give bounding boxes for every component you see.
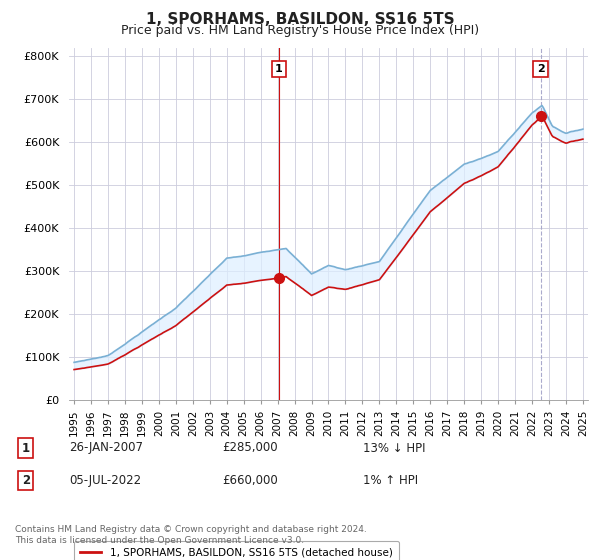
Text: 1, SPORHAMS, BASILDON, SS16 5TS: 1, SPORHAMS, BASILDON, SS16 5TS xyxy=(146,12,454,27)
Legend: 1, SPORHAMS, BASILDON, SS16 5TS (detached house), HPI: Average price, detached h: 1, SPORHAMS, BASILDON, SS16 5TS (detache… xyxy=(74,541,399,560)
Text: 2: 2 xyxy=(537,64,545,74)
Text: 26-JAN-2007: 26-JAN-2007 xyxy=(69,441,143,455)
Text: 1: 1 xyxy=(275,64,283,74)
Text: 13% ↓ HPI: 13% ↓ HPI xyxy=(363,441,425,455)
Text: 05-JUL-2022: 05-JUL-2022 xyxy=(69,474,141,487)
Text: 1% ↑ HPI: 1% ↑ HPI xyxy=(363,474,418,487)
Text: £660,000: £660,000 xyxy=(222,474,278,487)
Text: £285,000: £285,000 xyxy=(222,441,278,455)
Text: Contains HM Land Registry data © Crown copyright and database right 2024.
This d: Contains HM Land Registry data © Crown c… xyxy=(15,525,367,545)
Text: Price paid vs. HM Land Registry's House Price Index (HPI): Price paid vs. HM Land Registry's House … xyxy=(121,24,479,36)
Text: 1: 1 xyxy=(22,441,30,455)
Text: 2: 2 xyxy=(22,474,30,487)
